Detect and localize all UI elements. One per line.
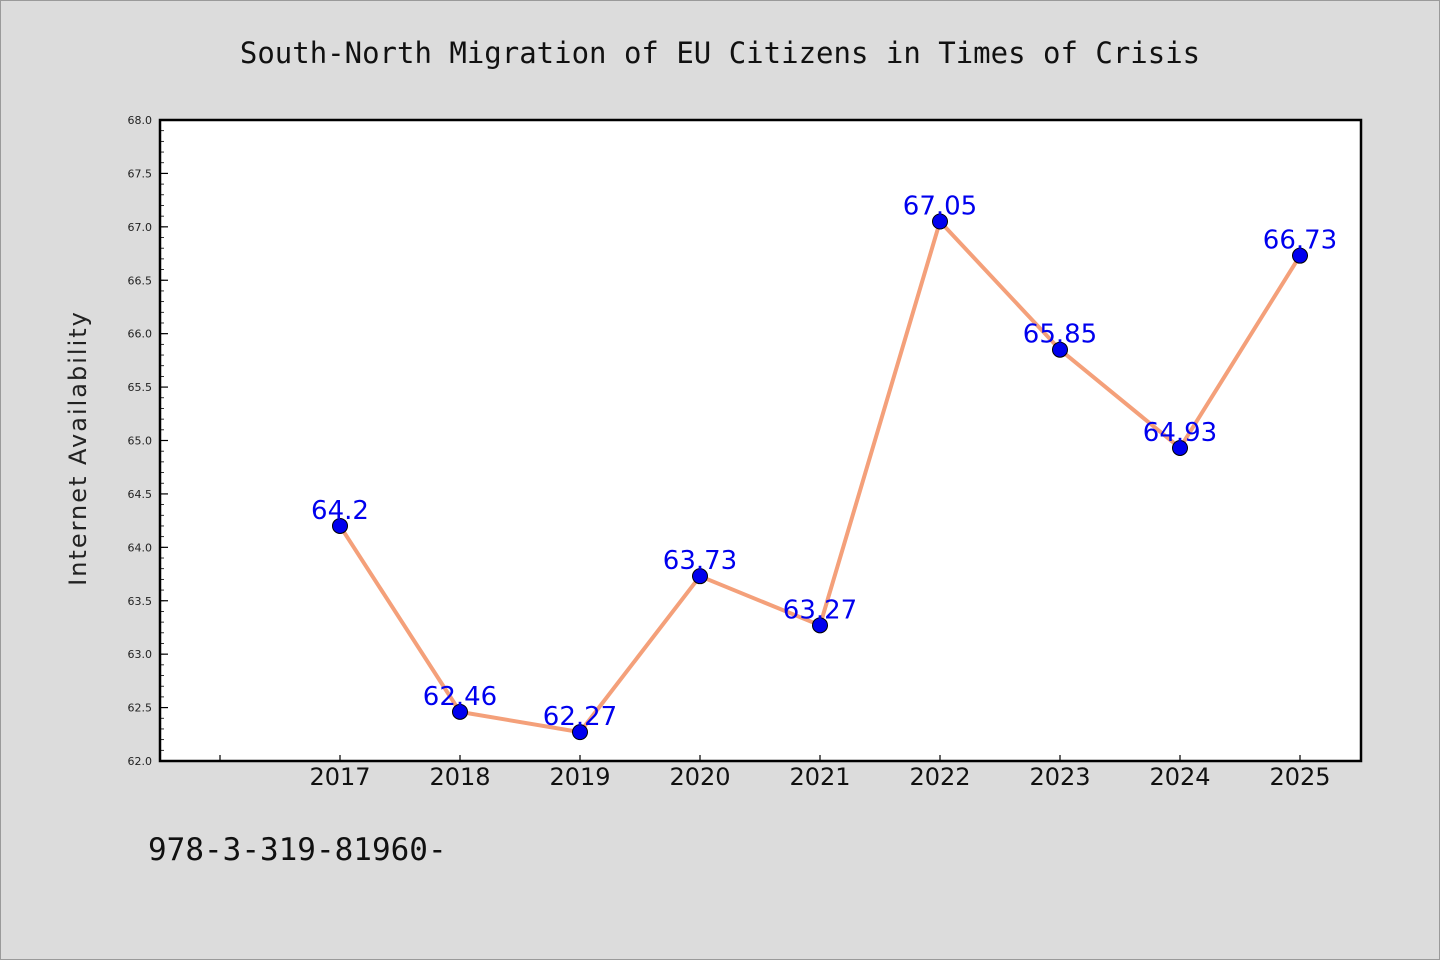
- data-point: [452, 703, 468, 720]
- data-label: 62.27: [543, 702, 617, 732]
- data-point: [932, 213, 948, 230]
- x-tick-label: 2018: [429, 763, 490, 791]
- plot-area: [158, 118, 1363, 763]
- y-axis: 62.0 62.5 63.0 63.5 64.0 64.5 65.0 65.5 66.0 66.5…: [128, 114, 168, 768]
- y-tick-label: 66.5: [128, 274, 153, 287]
- y-tick-label: 67.0: [128, 221, 153, 234]
- data-point: [812, 617, 828, 634]
- x-tick-label: 2017: [309, 763, 370, 791]
- data-label: 66.73: [1263, 226, 1337, 256]
- y-tick-label: 66.0: [128, 328, 153, 341]
- x-tick-label: 2023: [1029, 763, 1090, 791]
- series: 64.2 62.46 62.27 63.73 63.27 67.05 65.85 64.93 6…: [311, 191, 1337, 741]
- y-tick-label: 63.0: [128, 648, 153, 661]
- y-tick-label: 65.0: [128, 435, 153, 448]
- y-tick-label: 63.5: [128, 595, 153, 608]
- y-tick-label: 68.0: [128, 114, 153, 127]
- x-axis: 2017 2018 2019 2020 2021 2022 2023 2024 2025: [219, 755, 1331, 791]
- x-tick-label: 2019: [549, 763, 610, 791]
- y-axis-label: Internet Availability: [64, 310, 92, 586]
- data-label: 63.73: [663, 546, 737, 576]
- y-tick-label: 64.0: [128, 541, 153, 554]
- data-label: 63.27: [783, 595, 857, 625]
- data-point: [1052, 341, 1068, 358]
- y-tick-label: 62.0: [128, 755, 153, 768]
- x-tick-label: 2020: [669, 763, 730, 791]
- x-tick-label: 2021: [789, 763, 850, 791]
- data-label: 67.05: [903, 191, 977, 221]
- data-label: 64.2: [311, 496, 369, 526]
- data-point: [1172, 439, 1188, 456]
- y-tick-label: 67.5: [128, 167, 153, 180]
- data-label: 65.85: [1023, 320, 1097, 350]
- footnote: 978-3-319-81960-: [148, 832, 447, 868]
- data-label: 64.93: [1143, 418, 1217, 448]
- data-point: [692, 568, 708, 585]
- data-point: [1292, 247, 1308, 264]
- data-label: 62.46: [423, 682, 497, 712]
- data-point: [572, 724, 588, 741]
- data-point: [332, 517, 348, 534]
- y-tick-label: 65.5: [128, 381, 153, 394]
- y-tick-label: 64.5: [128, 488, 153, 501]
- y-tick-label: 62.5: [128, 702, 153, 715]
- x-tick-label: 2024: [1149, 763, 1210, 791]
- x-tick-label: 2022: [909, 763, 970, 791]
- chart-title: South-North Migration of EU Citizens in …: [240, 36, 1200, 70]
- x-tick-label: 2025: [1269, 763, 1330, 791]
